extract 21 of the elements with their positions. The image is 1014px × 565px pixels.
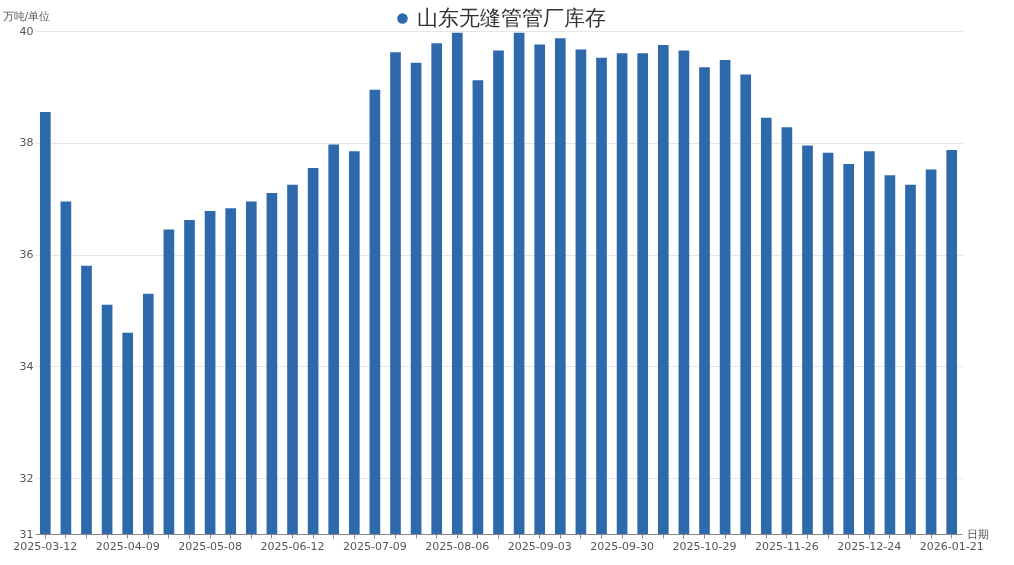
x-tick-label: 2026-01-21 <box>919 539 984 553</box>
y-tick-label: 34 <box>19 359 34 373</box>
x-tick-label: 2025-09-30 <box>590 539 655 553</box>
legend-label: 山东无缝管管厂库存 <box>417 5 606 30</box>
x-tick-label: 2025-05-08 <box>178 539 243 553</box>
x-tick-label: 2025-11-26 <box>754 539 819 553</box>
x-tick-label: 2025-08-06 <box>425 539 490 553</box>
y-tick-label: 38 <box>19 136 34 150</box>
x-tick-label: 2025-10-29 <box>672 539 737 553</box>
y-axis-title: 万吨/单位 <box>2 9 51 23</box>
y-tick-label: 32 <box>19 471 34 485</box>
y-tick-label: 31 <box>19 527 34 541</box>
y-tick-label: 36 <box>19 248 34 262</box>
x-tick-label: 2025-07-09 <box>342 539 407 553</box>
x-tick-label: 2025-04-09 <box>95 539 160 553</box>
y-tick-label: 40 <box>19 24 34 38</box>
x-axis-title: 日期 <box>966 527 989 541</box>
x-tick-label: 2025-09-03 <box>507 539 572 553</box>
x-tick-label: 2025-03-12 <box>13 539 78 553</box>
x-tick-label: 2025-12-24 <box>837 539 902 553</box>
x-tick-label: 2025-06-12 <box>260 539 325 553</box>
